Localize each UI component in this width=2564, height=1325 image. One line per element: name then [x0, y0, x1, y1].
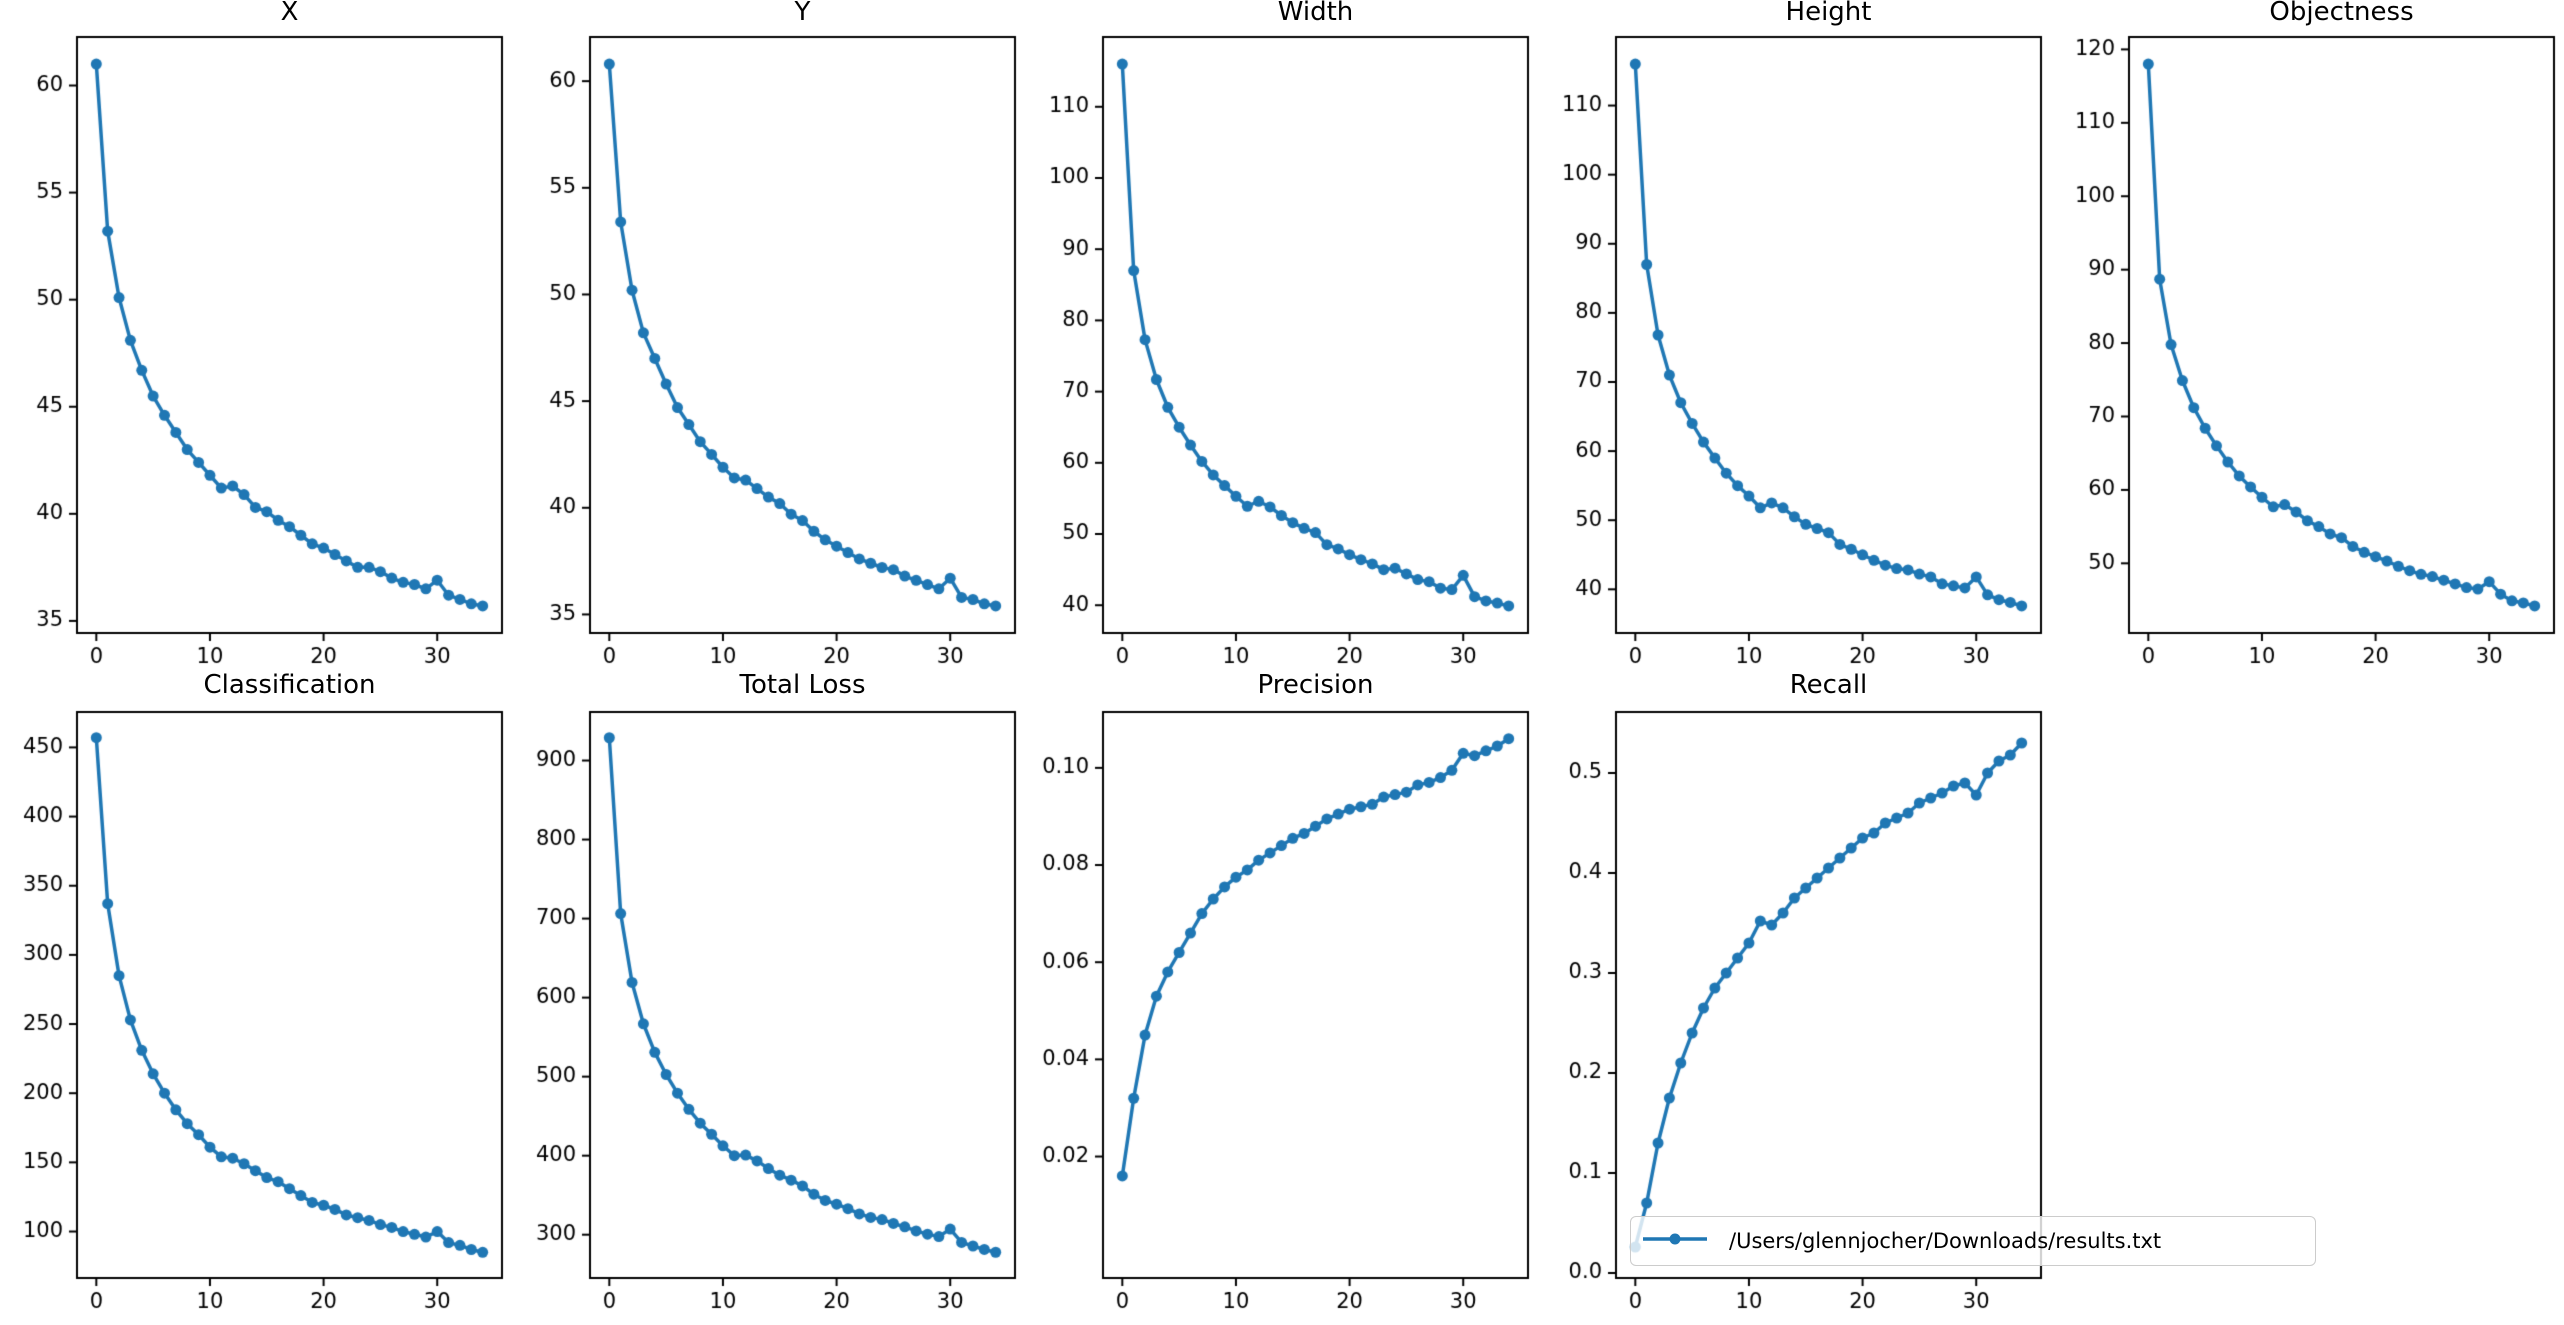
- subplot-y-title: Y: [794, 0, 811, 27]
- subplot-height-title: Height: [1785, 0, 1872, 27]
- subplot-width-canvas: [1028, 25, 1536, 678]
- subplot-classification-canvas: [2, 700, 510, 1323]
- subplot-y-canvas: [515, 25, 1023, 678]
- subplot-x-canvas: [2, 25, 510, 678]
- subplot-x-title: X: [280, 0, 299, 27]
- legend: /Users/glennjocher/Downloads/results.txt: [1630, 1216, 2316, 1266]
- subplot-total-loss-canvas: [515, 700, 1023, 1323]
- subplot-height-canvas: [1541, 25, 2049, 678]
- subplot-objectness-canvas: [2054, 25, 2562, 678]
- legend-line-marker-icon: [1639, 1229, 1711, 1253]
- subplot-objectness-title: Objectness: [2269, 0, 2414, 27]
- subplot-width-title: Width: [1277, 0, 1354, 27]
- legend-label: /Users/glennjocher/Downloads/results.txt: [1729, 1229, 2162, 1253]
- subplot-precision-canvas: [1028, 700, 1536, 1323]
